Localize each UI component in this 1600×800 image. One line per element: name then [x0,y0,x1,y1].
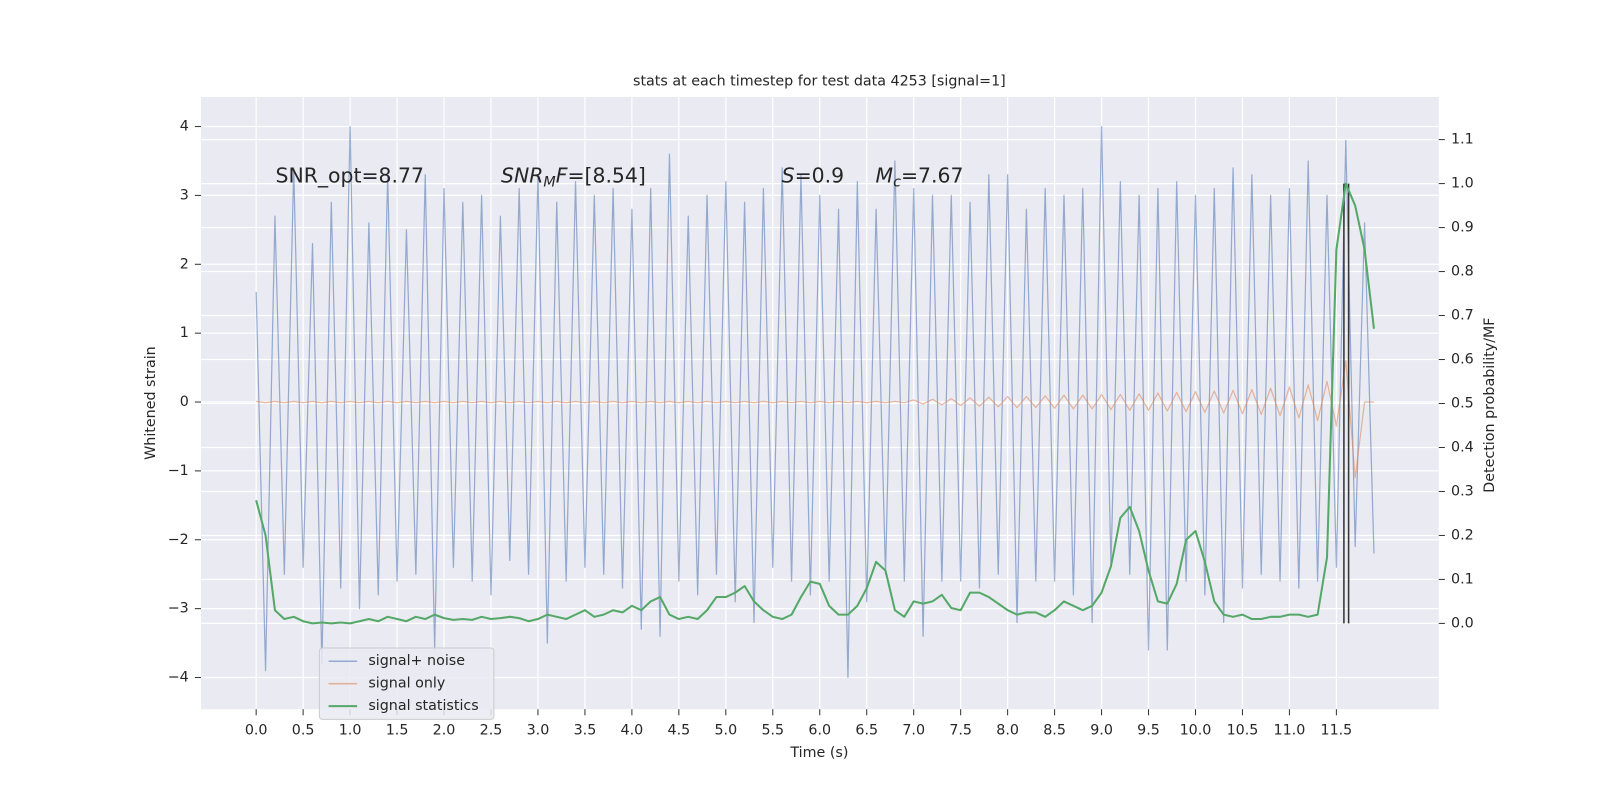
x-tick-label: 8.0 [996,723,1019,739]
x-tick-label: 5.0 [714,723,737,739]
x-tick-label: 0.5 [292,723,315,739]
x-axis-label: Time (s) [789,745,848,761]
x-tick-label: 9.5 [1137,723,1160,739]
y2-tick-label: 0.3 [1451,483,1474,499]
y-tick-label: 2 [180,256,189,272]
y2-tick-label: 0.0 [1451,615,1474,631]
annotation-part: =[8.54] [567,164,645,188]
y2-tick-label: 1.0 [1451,176,1474,192]
legend: signal+ noise signal only signal statistic… [318,647,495,720]
y-tick-label: 1 [180,325,189,341]
series-line [255,182,1375,625]
y-axis-label: Whitened strain [143,346,159,460]
y2-tick-label: 0.9 [1451,220,1474,236]
x-tick-label: 4.0 [621,723,644,739]
y2-tick-label: 0.5 [1451,396,1474,412]
y2-tick-label: 0.1 [1451,571,1474,587]
x-tick-label: 6.0 [808,723,831,739]
annotation-part: M [876,164,894,188]
y2-tick-label: 1.1 [1451,132,1474,148]
annotation: S=0.9 [782,164,844,188]
annotation-part: =7.67 [901,164,964,188]
annotation-part: M [543,175,555,191]
annotation-part: SNR_opt=8.77 [276,164,424,189]
marks [255,125,1375,679]
annotation-part: S [782,164,795,188]
series-line [255,125,1375,679]
x-tick-label: 11.0 [1274,723,1306,739]
x-tick-label: 1.5 [386,723,409,739]
x-tick-label: 5.5 [761,723,784,739]
x-tick-label: 11.5 [1321,723,1353,739]
y-tick-label: 0 [180,394,189,410]
x-tick-label: 8.5 [1043,723,1066,739]
x-tick-label: 1.0 [339,723,362,739]
y2-axis-label: Detection probability/MF [1482,317,1498,492]
y-tick-label: 4 [180,119,189,135]
y2-tick-label: 0.6 [1451,352,1474,368]
x-tick-label: 10.5 [1227,723,1259,739]
legend-label: signal only [368,676,445,692]
y2-tick-label: 0.8 [1451,264,1474,280]
x-tick-label: 9.0 [1090,723,1113,739]
y2-tick-label: 0.7 [1451,308,1474,324]
x-tick-label: 3.5 [574,723,597,739]
x-tick-label: 10.0 [1180,723,1212,739]
annotation: Mc=7.67 [876,164,964,191]
x-tick-label: 2.0 [433,723,456,739]
annotation: SNR_opt=8.77 [276,164,424,189]
y-tick-label: −4 [168,670,189,686]
chart-title: stats at each timestep for test data 425… [633,74,1006,90]
x-tick-label: 6.5 [855,723,878,739]
annotation-part: =0.9 [795,164,845,188]
x-tick-label: 3.0 [527,723,550,739]
x-tick-label: 4.5 [668,723,691,739]
legend-box [318,647,495,720]
y-tick-label: −2 [168,532,189,548]
annotation-part: F [556,164,568,188]
annotation-part: c [893,175,901,191]
x-tick-label: 2.5 [480,723,503,739]
annotations: SNR_opt=8.77 SNRMF=[8.54] S=0.9 Mc=7.67 [276,164,964,191]
y-tick-label: −3 [168,601,189,617]
y-tick-label: 3 [180,187,189,203]
series-line [256,360,1374,479]
y-tick-label: −1 [168,463,189,479]
x-tick-label: 0.0 [245,723,268,739]
y2-tick-label: 0.4 [1451,439,1474,455]
x-tick-label: 7.0 [902,723,925,739]
legend-label: signal statistics [368,698,478,714]
annotation-part: SNR [501,164,543,188]
x-tick-label: 7.5 [949,723,972,739]
ticks: 0.0 0.5 1.0 1.5 2.0 2.5 3.0 3.5 4.0 4.5 5.0 5.5 6.0 6… [168,119,1474,739]
annotation: SNRMF=[8.54] [501,164,646,191]
legend-label: signal+ noise [368,653,465,669]
y2-tick-label: 0.2 [1451,527,1474,543]
